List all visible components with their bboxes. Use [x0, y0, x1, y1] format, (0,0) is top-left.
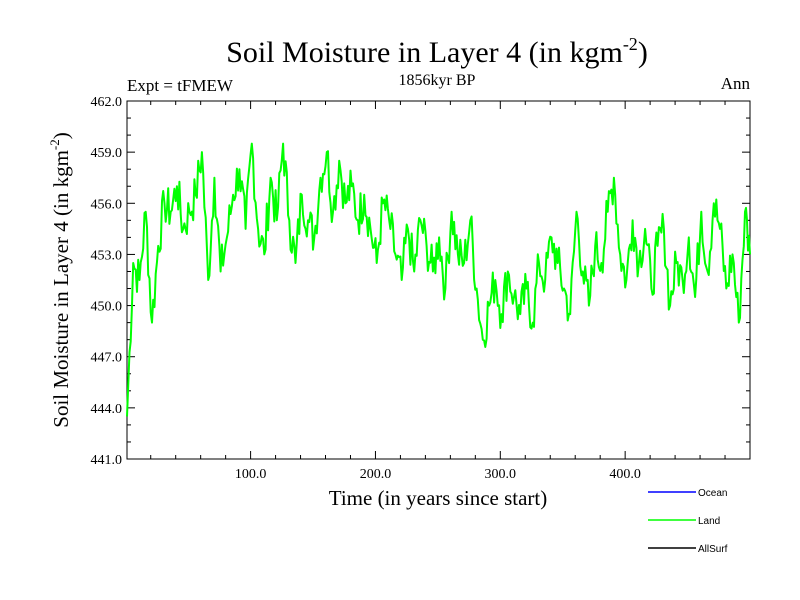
x-axis-label: Time (in years since start) — [329, 486, 548, 510]
legend-label-ocean: Ocean — [698, 488, 727, 499]
chart-title-close: ) — [638, 36, 648, 69]
plot-frame — [126, 100, 751, 460]
x-tick-label: 400.0 — [609, 467, 641, 482]
legend-label-allsurf: AllSurf — [698, 544, 728, 555]
y-tick-label: 450.0 — [91, 300, 123, 315]
chart-title-main: Soil Moisture in Layer 4 (in kgm — [226, 36, 623, 69]
y-tick-label: 453.0 — [91, 248, 123, 263]
subtitle-right: Ann — [721, 74, 751, 93]
y-axis-label: Soil Moisture in Layer 4 (in kgm-2) — [47, 132, 73, 427]
y-axis-label-main: Soil Moisture in Layer 4 (in kgm — [49, 150, 73, 428]
subtitle-left: Expt = tFMEW — [127, 76, 234, 95]
y-tick-label: 447.0 — [91, 351, 123, 366]
legend: Ocean Land AllSurf — [648, 488, 728, 555]
x-tick-label: 300.0 — [485, 467, 517, 482]
y-tick-label: 459.0 — [91, 146, 123, 161]
series-group — [126, 142, 751, 417]
x-tick-label: 100.0 — [235, 467, 267, 482]
chart-title-sup: -2 — [623, 34, 638, 54]
y-tick-label: 462.0 — [91, 95, 123, 110]
chart-title: Soil Moisture in Layer 4 (in kgm-2) — [226, 34, 648, 69]
x-tick-label: 200.0 — [360, 467, 392, 482]
y-axis-label-sup: -2 — [47, 139, 62, 150]
y-axis-label-close: ) — [49, 132, 73, 139]
subtitle-center: 1856kyr BP — [399, 72, 476, 89]
legend-label-land: Land — [698, 516, 720, 527]
series-line-land — [126, 142, 751, 417]
y-tick-label: 444.0 — [91, 402, 123, 417]
y-tick-label: 441.0 — [91, 453, 123, 468]
x-axis: 100.0 200.0 300.0 400.0 — [150, 101, 726, 482]
y-tick-label: 456.0 — [91, 197, 123, 212]
y-axis: 441.0 444.0 447.0 450.0 453.0 456.0 459.0 462.0 — [91, 95, 750, 468]
